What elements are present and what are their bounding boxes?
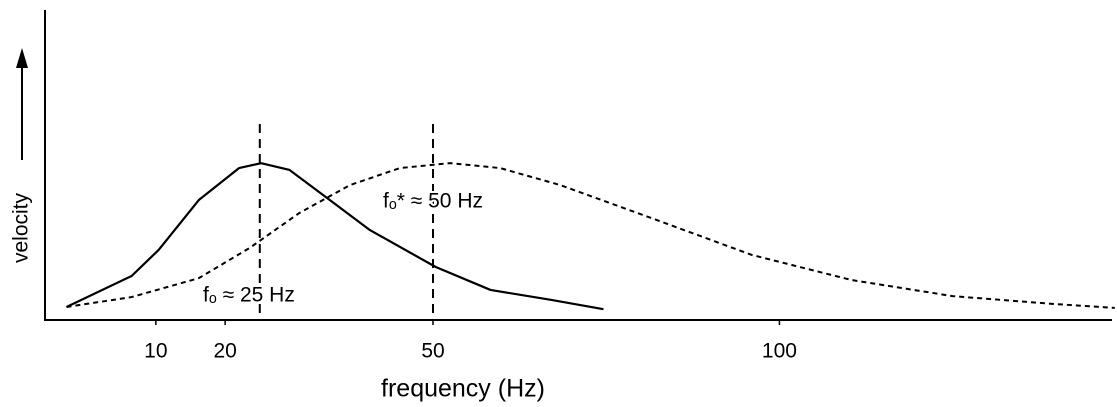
x-axis-label: frequency (Hz) (381, 375, 545, 402)
line-series (66, 162, 604, 311)
marker-label: fₒ ≈ 25 Hz (203, 284, 295, 307)
x-tick-label: 50 (421, 340, 444, 363)
y-arrow-head (16, 48, 28, 68)
x-tick-label: 10 (144, 340, 167, 363)
y-axis-label: velocity (10, 192, 33, 263)
x-tick-label: 20 (213, 340, 236, 363)
marker-label: fₒ* ≈ 50 Hz (383, 190, 483, 213)
x-tick-label: 100 (762, 340, 797, 363)
line-series (66, 162, 1115, 309)
